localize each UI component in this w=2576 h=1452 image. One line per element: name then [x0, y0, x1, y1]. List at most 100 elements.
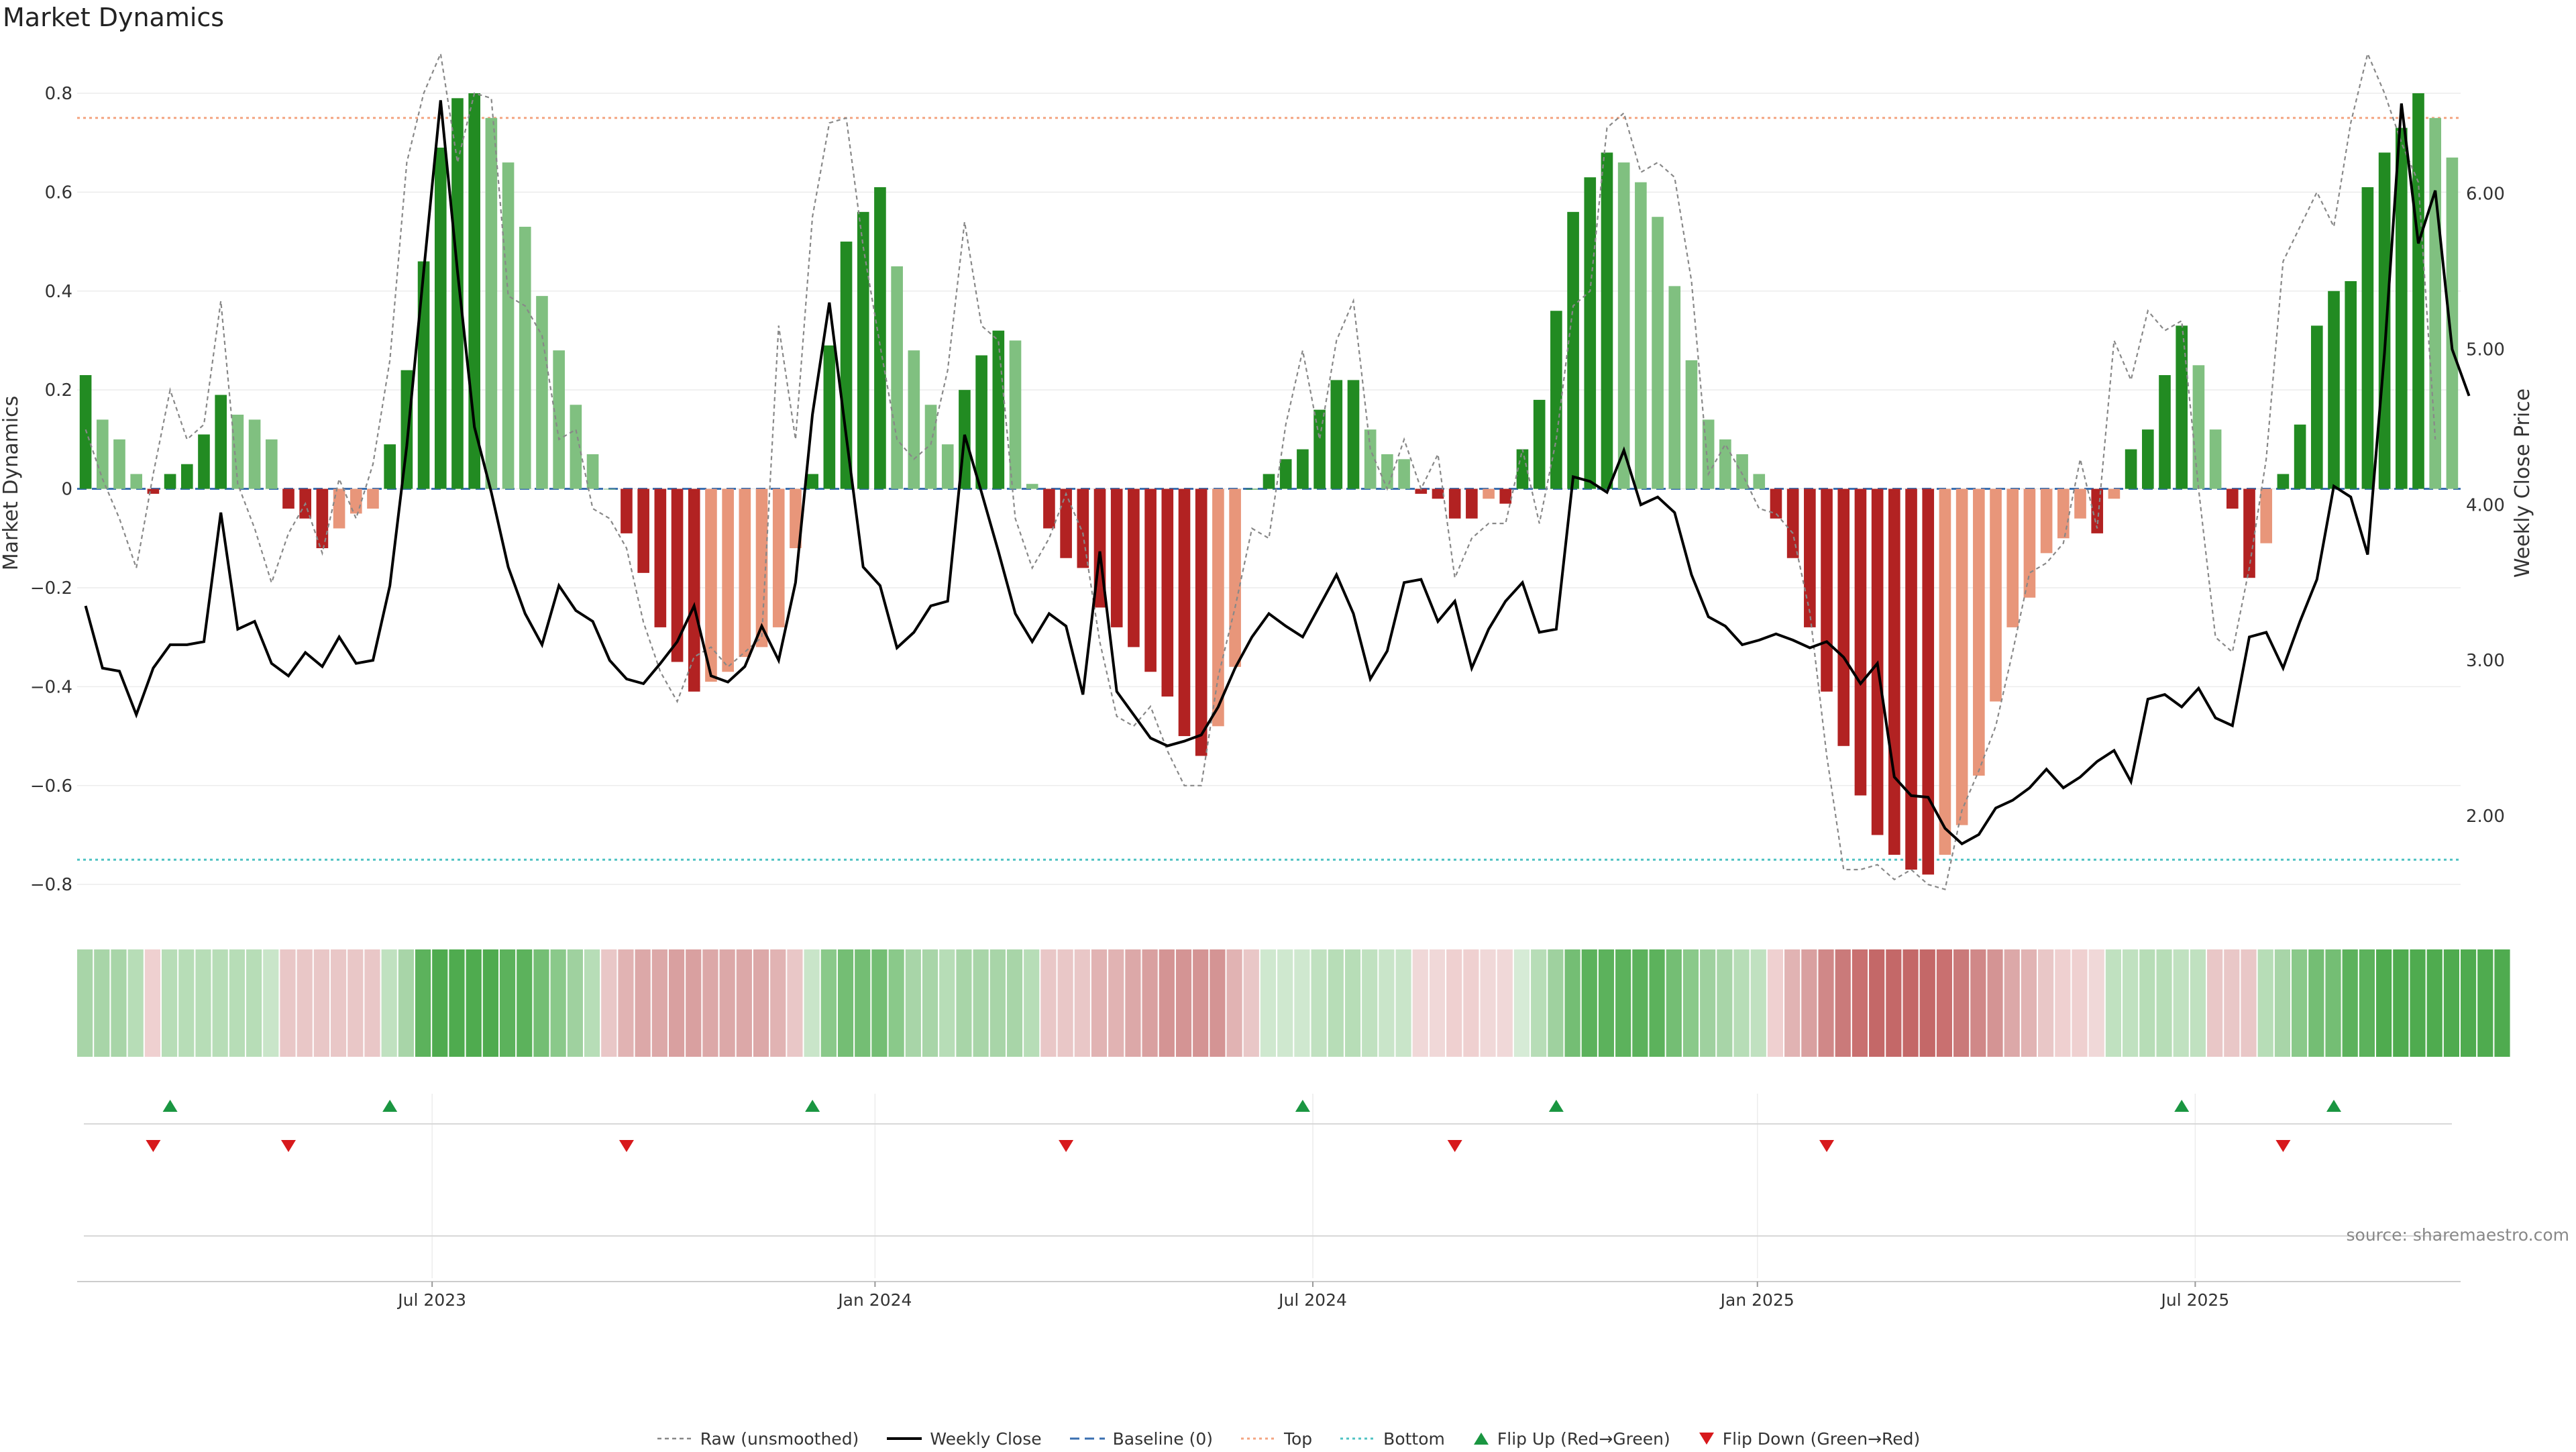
dynamics-bar [1347, 380, 1360, 489]
flip-up-marker [805, 1100, 820, 1112]
dynamics-bar [823, 345, 836, 489]
dynamics-bar [553, 350, 565, 489]
dynamics-bar [180, 464, 193, 489]
regime-cell [601, 949, 617, 1057]
dynamics-bar [1668, 286, 1681, 489]
regime-cell [1987, 949, 2003, 1057]
regime-cell [195, 949, 211, 1057]
dynamics-bar [2209, 429, 2222, 489]
dynamics-bar [215, 395, 227, 489]
regime-cell [719, 949, 735, 1057]
regime-cell [2156, 949, 2172, 1057]
y2-tick-label: 4.00 [2466, 495, 2505, 515]
regime-cell [449, 949, 465, 1057]
regime-cell [1142, 949, 1158, 1057]
legend-label-top: Top [1283, 1429, 1313, 1449]
flip-down-marker [1447, 1140, 1462, 1152]
legend-label-raw: Raw (unsmoothed) [700, 1429, 859, 1449]
regime-cell [1395, 949, 1411, 1057]
dynamics-bar [2159, 375, 2171, 489]
dynamics-bar [2328, 291, 2340, 489]
regime-cell [2376, 949, 2392, 1057]
regime-cell [229, 949, 245, 1057]
dynamics-bar [265, 439, 278, 489]
dynamics-bar [536, 296, 548, 489]
regime-cell [2325, 949, 2341, 1057]
regime-cell [1564, 949, 1580, 1057]
dynamics-bar [1786, 488, 1799, 558]
regime-cell [989, 949, 1006, 1057]
regime-cell [2038, 949, 2054, 1057]
regime-cell [2426, 949, 2443, 1057]
regime-cell [1902, 949, 1919, 1057]
dynamics-bar [1499, 488, 1512, 504]
regime-cell [2072, 949, 2088, 1057]
y2-tick-label: 6.00 [2466, 185, 2505, 205]
regime-color-strip [77, 949, 2510, 1057]
dynamics-bar [2176, 325, 2188, 489]
legend-item-flip-up: Flip Up (Red→Green) [1472, 1429, 1670, 1449]
legend-label-flip-up: Flip Up (Red→Green) [1497, 1429, 1670, 1449]
regime-cell [2393, 949, 2409, 1057]
dynamics-bar [1533, 399, 1546, 489]
y-tick-label: 0 [61, 480, 72, 500]
regime-cell [1581, 949, 1597, 1057]
dynamics-bar [671, 488, 684, 662]
dynamics-bar [1128, 488, 1140, 647]
regime-cell [482, 949, 498, 1057]
x-tick-label: Jan 2025 [1719, 1290, 1794, 1310]
dynamics-bar [1009, 340, 1022, 489]
dynamics-bar [1246, 488, 1258, 490]
dynamics-bar [1060, 488, 1072, 558]
regime-cell [1953, 949, 1970, 1057]
regime-cell [651, 949, 667, 1057]
regime-cell [2292, 949, 2308, 1057]
regime-cell [702, 949, 718, 1057]
regime-cell [1615, 949, 1631, 1057]
regime-cell [1311, 949, 1327, 1057]
dynamics-bar [384, 444, 396, 489]
dynamics-bar [2023, 488, 2036, 598]
legend-item-baseline: Baseline (0) [1069, 1429, 1213, 1449]
regime-cell [770, 949, 786, 1057]
dynamics-bar [637, 488, 649, 573]
dynamics-bar [1837, 488, 1850, 746]
regime-cell [939, 949, 955, 1057]
dynamics-bar [316, 488, 329, 548]
dynamics-bar [1635, 182, 1647, 489]
axes [77, 1123, 2461, 1282]
regime-cell [2410, 949, 2426, 1057]
regime-cell [820, 949, 837, 1057]
dynamics-bar [772, 488, 785, 627]
regime-cell [956, 949, 972, 1057]
y-tick-label: 0.2 [45, 380, 72, 401]
regime-cell [1074, 949, 1090, 1057]
flip-up-marker [162, 1100, 178, 1112]
dynamics-bar [1279, 459, 1292, 489]
dynamics-bar [1854, 488, 1867, 796]
regime-cell [2207, 949, 2223, 1057]
dynamics-bar [2074, 488, 2086, 519]
regime-cell [804, 949, 820, 1057]
legend-label-flip-down: Flip Down (Green→Red) [1722, 1429, 1921, 1449]
dynamics-bar [1229, 488, 1241, 667]
dynamics-bar [2040, 488, 2053, 554]
regime-cell [922, 949, 938, 1057]
regime-cell [736, 949, 752, 1057]
dynamics-bar [367, 488, 379, 509]
regime-cell [263, 949, 279, 1057]
dynamics-bar [1178, 488, 1191, 737]
regime-cell [1362, 949, 1378, 1057]
dynamics-bar [417, 261, 430, 489]
regime-cell [1412, 949, 1428, 1057]
dynamics-bar [79, 375, 92, 489]
flip-down-marker [1059, 1140, 1074, 1152]
y-tick-label: −0.4 [30, 677, 72, 697]
dynamics-bar [2395, 127, 2408, 489]
regime-cell [1429, 949, 1446, 1057]
y-tick-label: −0.8 [30, 875, 72, 895]
regime-cell [466, 949, 482, 1057]
dynamics-bar [1601, 152, 1613, 489]
dynamics-bar [434, 148, 447, 489]
regime-cell [837, 949, 854, 1057]
